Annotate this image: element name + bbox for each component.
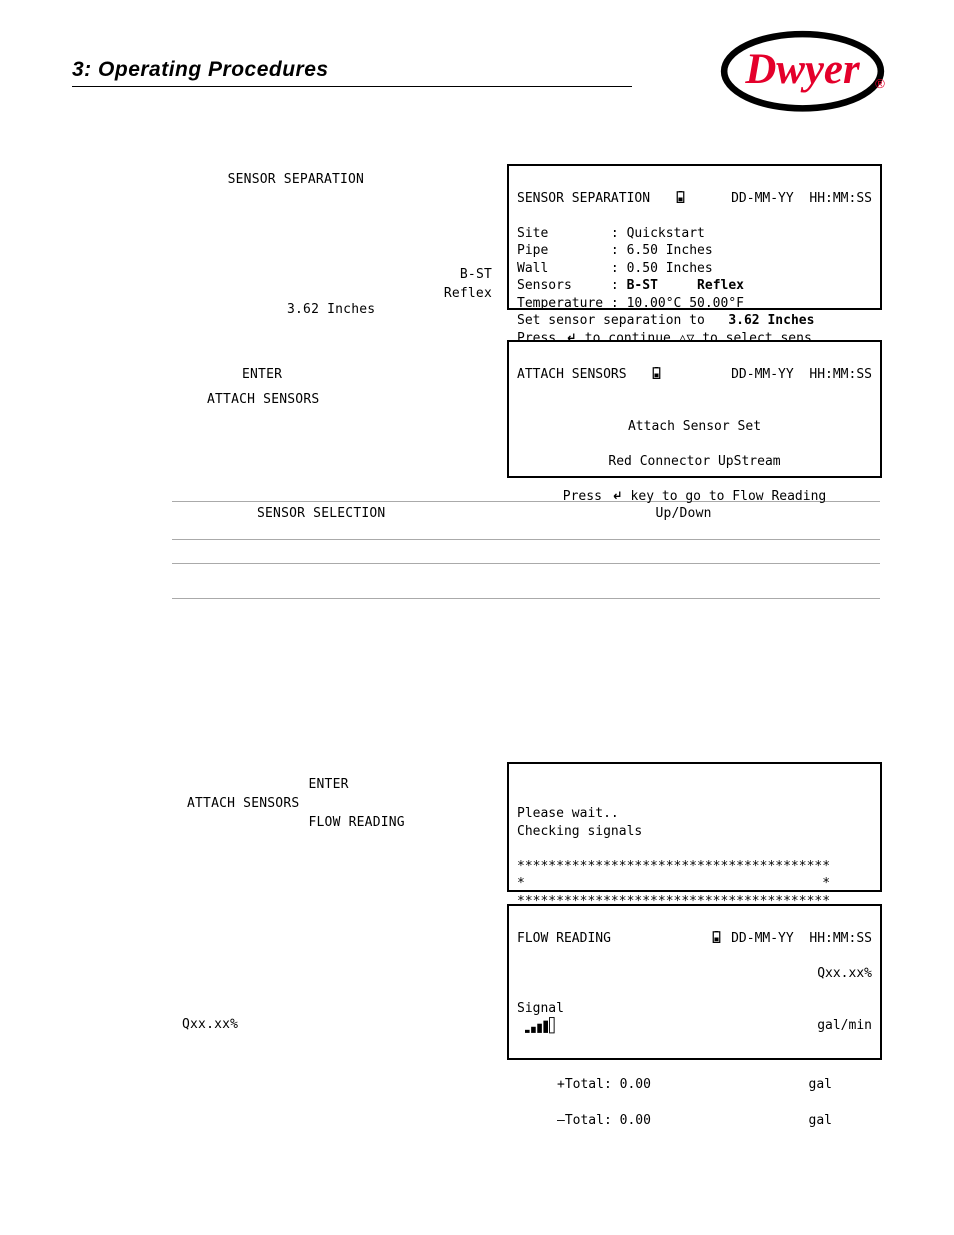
step-q-percent: Qxx.xx% (172, 1015, 502, 1034)
section-title: Operating Procedures (98, 58, 329, 81)
sensor-mode: Reflex (444, 286, 492, 301)
lcd1-site-k: Site (517, 226, 548, 241)
lcd1-temp-v: 10.00°C 50.00°F (627, 296, 744, 311)
lcd1-set-value: 3.62 Inches (728, 313, 814, 328)
note-blank-1 (172, 545, 880, 564)
label-attach-2: ATTACH SENSORS (172, 796, 299, 811)
lcd4-title: FLOW READING (517, 931, 611, 946)
enter-key-icon (610, 489, 623, 502)
lcd4-ptotal-u: gal (809, 1076, 832, 1094)
lcd4-time: HH:MM:SS (809, 931, 872, 946)
screen-sensor-separation: SENSOR SEPARATION DD-MM-YY HH:MM:SS Site… (507, 164, 882, 310)
page: 3: Operating Procedures Dwyer ® xxxxxxxx… (0, 0, 954, 1235)
lcd3-stars-2: * * (517, 876, 830, 891)
lcd1-set-prefix: Set sensor separation to (517, 313, 705, 328)
label-sensor-separation: SENSOR SEPARATION (228, 172, 364, 187)
lcd4-ntotal-k: –Total: (557, 1113, 612, 1128)
lcd1-sensors-v2: Reflex (697, 278, 744, 293)
lcd3-l1: Please wait.. (517, 806, 619, 821)
step-flow-reading: xxxxxxxxxxxxxxxxxxxxxENTER ATTACH SENSOR… (172, 775, 492, 833)
note1-label: SENSOR SELECTION (172, 506, 385, 521)
section-number: 3: (72, 58, 92, 81)
lcd2-line3a: Press (563, 489, 610, 504)
key-enter-2: ENTER (309, 777, 349, 792)
sensor-code: B-ST (460, 267, 492, 282)
lcd4-q: Qxx.xx% (817, 965, 872, 983)
battery-icon (650, 367, 663, 380)
step-attach-sensors: ATTACH SENSORS (172, 390, 527, 409)
note-blank-2 (172, 580, 880, 599)
lcd1-sensors-k: Sensors (517, 278, 572, 293)
label-attach-sensors: ATTACH SENSORS (207, 392, 319, 407)
lcd1-time: HH:MM:SS (809, 191, 872, 206)
q-percent: Qxx.xx% (182, 1017, 238, 1032)
lcd1-wall-k: Wall (517, 261, 548, 276)
lcd1-pipe-v: 6.50 Inches (627, 243, 713, 258)
lcd4-ptotal-v: 0.00 (620, 1077, 651, 1092)
logo-text: Dwyer (744, 46, 860, 93)
note1-updown: Up/Down (655, 506, 711, 521)
step-sensor-separation: xxxxxxxx SENSOR SEPARATION (172, 170, 492, 189)
signal-bars-icon (525, 1017, 571, 1035)
brand-logo: Dwyer ® (720, 30, 885, 110)
lcd1-wall-v: 0.50 Inches (627, 261, 713, 276)
lcd1-temp-k: Temperature (517, 296, 603, 311)
step-sensor-type: B-ST Reflex (172, 265, 522, 303)
screen-attach-sensors: ATTACH SENSORS DD-MM-YY HH:MM:SS Attach … (507, 340, 882, 478)
logo-trademark: ® (875, 76, 885, 91)
lcd4-date: DD-MM-YY (731, 931, 794, 946)
title-underline (72, 86, 632, 87)
page-title: 3: Operating Procedures (72, 58, 329, 82)
lcd1-sensors-v1: B-ST (627, 278, 658, 293)
separation-value: 3.62 Inches (287, 302, 375, 317)
battery-icon (710, 931, 723, 944)
lcd4-unit: gal/min (817, 1017, 872, 1035)
lcd2-date: DD-MM-YY (731, 367, 794, 382)
lcd1-title: SENSOR SEPARATION (517, 191, 650, 206)
lcd4-ntotal-v: 0.00 (620, 1113, 651, 1128)
lcd2-line1: Attach Sensor Set (517, 418, 872, 436)
dwyer-logo-icon: Dwyer ® (720, 30, 885, 113)
lcd3-stars-1: **************************************** (517, 859, 830, 874)
lcd4-ntotal-u: gal (809, 1112, 832, 1130)
battery-icon (674, 191, 687, 204)
label-flow-reading: FLOW READING (309, 815, 405, 830)
lcd4-ptotal-k: +Total: (557, 1077, 612, 1092)
lcd1-date: DD-MM-YY (731, 191, 794, 206)
lcd3-l2: Checking signals (517, 824, 642, 839)
lcd1-site-v: Quickstart (627, 226, 705, 241)
screen-flow-reading: FLOW READING DD-MM-YY HH:MM:SS Qxx.xx% S… (507, 904, 882, 1060)
step-press-enter: ENTER (172, 365, 562, 384)
lcd2-line2: Red Connector UpStream (517, 453, 872, 471)
lcd2-time: HH:MM:SS (809, 367, 872, 382)
key-enter: ENTER (242, 367, 282, 382)
lcd4-signal: Signal (517, 1001, 564, 1016)
lcd2-line3b: key to go to Flow Reading (623, 489, 827, 504)
screen-checking-signals: Please wait.. Checking signals *********… (507, 762, 882, 892)
lcd2-title: ATTACH SENSORS (517, 367, 627, 382)
lcd1-pipe-k: Pipe (517, 243, 548, 258)
